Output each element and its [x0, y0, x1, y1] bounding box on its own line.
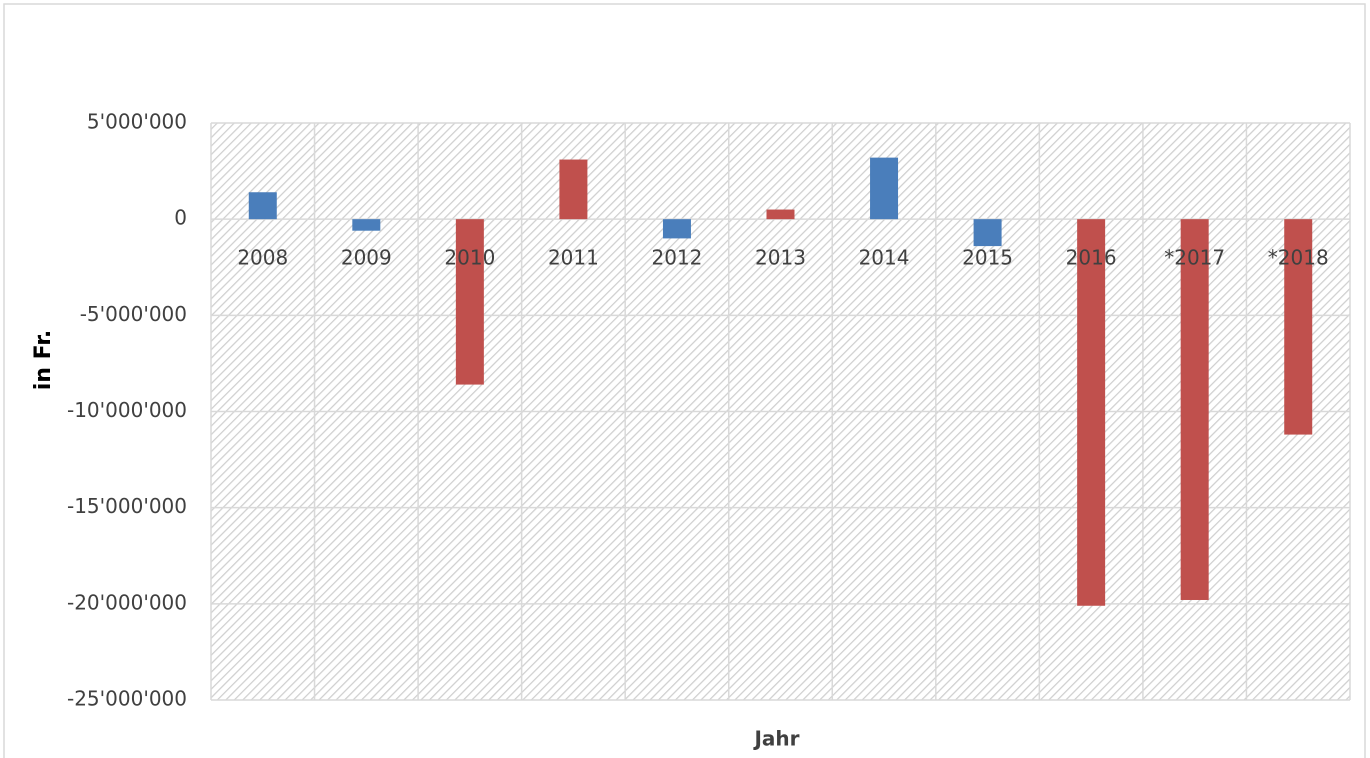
y-tick-label: -15'000'000 — [67, 494, 187, 518]
x-tick-label: *2017 — [1164, 246, 1225, 270]
y-tick-label: 5'000'000 — [87, 110, 187, 134]
x-tick-label: 2011 — [548, 246, 599, 270]
bar — [559, 159, 588, 220]
x-tick-label: *2018 — [1268, 246, 1329, 270]
x-tick-label: 2013 — [755, 246, 806, 270]
x-axis-title: Jahr — [752, 727, 799, 751]
bar — [352, 219, 381, 231]
x-tick-label: 2012 — [652, 246, 703, 270]
bar — [1180, 219, 1209, 600]
x-tick-label: 2009 — [341, 246, 392, 270]
x-tick-label: 2015 — [962, 246, 1013, 270]
bar — [1284, 219, 1313, 435]
bar — [870, 157, 899, 220]
y-tick-label: -10'000'000 — [67, 398, 187, 422]
x-tick-label: 2016 — [1066, 246, 1117, 270]
x-tick-label: 2014 — [859, 246, 910, 270]
y-tick-label: 0 — [174, 206, 187, 230]
bar — [1077, 219, 1106, 606]
bar — [662, 219, 691, 239]
bar — [973, 219, 1002, 247]
y-tick-label: -20'000'000 — [67, 590, 187, 614]
y-tick-label: -5'000'000 — [80, 302, 187, 326]
bar — [766, 209, 795, 220]
x-tick-label: 2010 — [444, 246, 495, 270]
x-tick-label: 2008 — [237, 246, 288, 270]
y-tick-label: -25'000'000 — [67, 687, 187, 711]
y-axis-title: in Fr. — [31, 330, 56, 391]
bar — [248, 192, 277, 220]
bar — [455, 219, 484, 385]
